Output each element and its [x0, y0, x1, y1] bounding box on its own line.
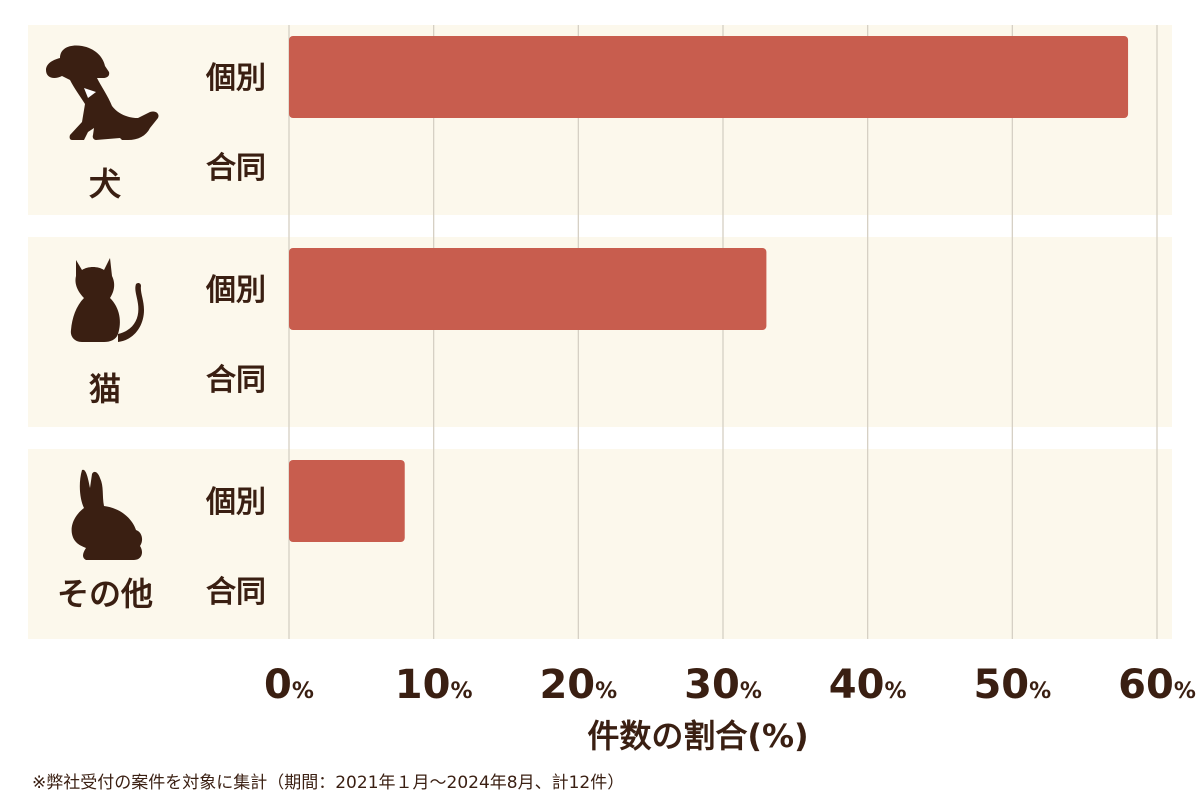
x-tick-value-3: 30	[684, 662, 740, 708]
group-label-2: その他	[57, 575, 153, 613]
category-label-2-1: 合同	[206, 575, 266, 610]
x-tick-value-1: 10	[395, 662, 451, 708]
dog-icon	[46, 45, 159, 140]
x-tick-value-6: 60	[1118, 662, 1174, 708]
x-tick-label-3: 30%	[684, 662, 762, 708]
x-tick-unit-3: %	[740, 679, 762, 704]
x-tick-label-2: 20%	[539, 662, 617, 708]
category-label-0-0: 個別	[205, 61, 266, 96]
category-label-2-0: 個別	[205, 485, 266, 520]
dog-icon-part-1	[84, 88, 96, 98]
bar-2-0	[289, 460, 405, 542]
x-tick-value-4: 40	[829, 662, 885, 708]
cat-icon	[70, 258, 144, 342]
cat-icon-part-0	[70, 258, 120, 342]
cat-icon-part-1	[118, 282, 144, 342]
category-label-1-1: 合同	[206, 363, 266, 398]
x-tick-label-4: 40%	[829, 662, 907, 708]
x-tick-unit-4: %	[884, 679, 906, 704]
x-tick-label-6: 60%	[1118, 662, 1196, 708]
footnote: ※弊社受付の案件を対象に集計（期間：2021年１月〜2024年8月、計12件）	[32, 773, 625, 793]
bar-1-0	[289, 248, 767, 330]
x-tick-label-1: 10%	[395, 662, 473, 708]
x-tick-unit-0: %	[292, 679, 314, 704]
x-tick-unit-1: %	[450, 679, 472, 704]
x-tick-value-2: 20	[539, 662, 595, 708]
group-panel-2	[28, 449, 1172, 639]
bar-0-0	[289, 36, 1129, 118]
x-tick-value-5: 50	[973, 662, 1029, 708]
rabbit-icon	[71, 469, 143, 560]
dog-icon-part-0	[46, 45, 159, 140]
category-label-0-1: 合同	[206, 151, 266, 186]
group-label-0: 犬	[89, 165, 121, 203]
x-tick-value-0: 0	[264, 662, 292, 708]
x-tick-unit-2: %	[595, 679, 617, 704]
x-tick-label-5: 50%	[973, 662, 1051, 708]
x-tick-label-0: 0%	[264, 662, 314, 708]
x-tick-unit-5: %	[1029, 679, 1051, 704]
x-tick-unit-6: %	[1174, 679, 1196, 704]
group-label-1: 猫	[89, 370, 121, 408]
x-axis-label: 件数の割合(%)	[587, 717, 808, 755]
category-label-1-0: 個別	[205, 273, 266, 308]
rabbit-icon-part-0	[71, 469, 143, 560]
